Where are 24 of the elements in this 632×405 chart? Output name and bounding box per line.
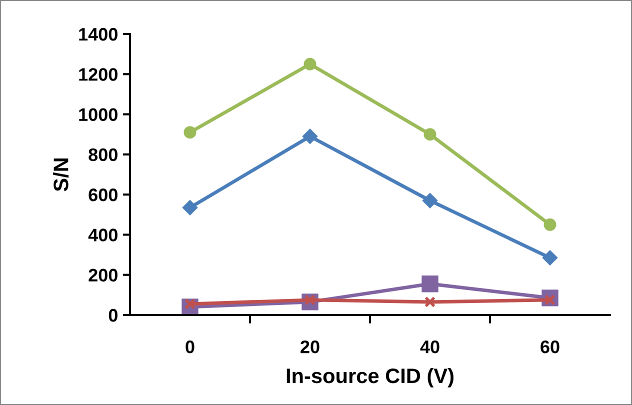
y-tick-label: 800 <box>88 148 118 162</box>
x-tick-label: 40 <box>420 340 440 354</box>
x-tick-label: 20 <box>300 340 320 354</box>
x-tick-label: 60 <box>540 340 560 354</box>
y-tick-label: 1200 <box>79 68 118 81</box>
point <box>542 250 558 266</box>
y-tick-label: 200 <box>88 268 118 282</box>
point <box>302 128 318 144</box>
y-tick-label: 1000 <box>79 108 118 122</box>
point <box>424 296 436 308</box>
y-tick-label: 0 <box>108 308 118 322</box>
y-tick-label: 400 <box>88 228 118 242</box>
point <box>184 126 196 139</box>
point <box>544 218 556 231</box>
point <box>422 193 438 208</box>
point <box>422 276 438 292</box>
x-tick-label: 0 <box>186 340 194 354</box>
y-tick-label: 600 <box>88 188 118 202</box>
y-axis-title: S/N <box>53 158 69 192</box>
point <box>304 58 316 70</box>
point <box>182 200 198 216</box>
y-tick-label: 1400 <box>79 28 118 41</box>
x-axis-title: In-source CID (V) <box>286 368 454 388</box>
point <box>424 128 436 141</box>
